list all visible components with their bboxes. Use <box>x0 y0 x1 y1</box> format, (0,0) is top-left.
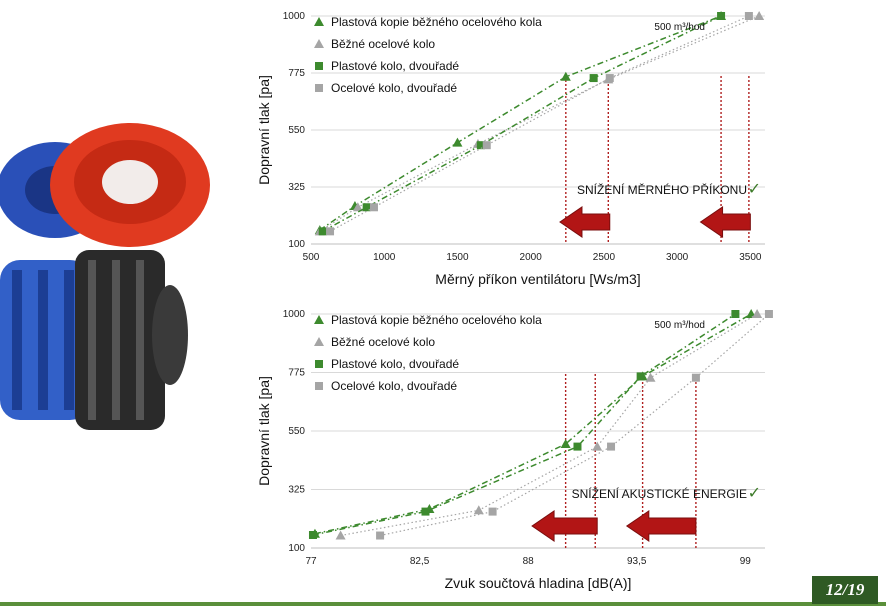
data-point <box>362 203 371 212</box>
data-point <box>560 71 571 81</box>
fan-wheels-photo <box>0 123 210 430</box>
y-tick-label: 100 <box>288 543 305 554</box>
legend-marker <box>314 17 324 26</box>
data-point <box>691 373 700 382</box>
page-number-badge: 12/19 <box>812 576 878 604</box>
legend-marker <box>314 39 324 48</box>
data-point <box>421 507 430 516</box>
data-point <box>645 372 656 382</box>
legend-label: Plastová kopie běžného ocelového kola <box>331 313 542 327</box>
flow-rate-note: 500 m³/hod <box>654 22 705 33</box>
reduction-arrow <box>559 206 611 238</box>
data-point <box>605 74 614 83</box>
y-axis-title: Dopravní tlak [pa] <box>256 75 272 185</box>
x-tick-label: 1000 <box>373 252 396 263</box>
x-tick-label: 93,5 <box>627 556 647 567</box>
legend-label: Plastové kolo, dvouřadé <box>331 59 459 73</box>
data-point <box>326 227 335 236</box>
data-point <box>335 530 346 540</box>
data-point <box>764 310 773 318</box>
x-axis-title: Měrný příkon ventilátoru [Ws/m3] <box>435 271 640 287</box>
y-tick-label: 775 <box>288 68 305 79</box>
x-tick-label: 3000 <box>666 252 689 263</box>
data-point <box>731 310 740 318</box>
x-tick-label: 2500 <box>593 252 616 263</box>
data-point <box>560 439 571 448</box>
y-tick-label: 325 <box>288 182 305 193</box>
x-tick-label: 77 <box>305 556 317 567</box>
x-tick-label: 2000 <box>520 252 543 263</box>
x-tick-label: 500 <box>303 252 320 263</box>
chart-power: 100 325 550 775 1000 500 1000 1500 2000 2500 3000 3… <box>256 11 765 287</box>
check-icon: ✓ <box>748 181 761 198</box>
legend-marker <box>315 84 323 92</box>
bottom-divider <box>0 602 886 606</box>
y-tick-label: 1000 <box>283 11 306 22</box>
y-tick-label: 775 <box>288 368 305 379</box>
legend-marker <box>315 62 323 70</box>
reduction-annotation: SNÍŽENÍ MĚRNÉHO PŘÍKONU <box>577 182 747 197</box>
y-tick-label: 550 <box>288 125 305 136</box>
data-point <box>369 203 378 212</box>
legend-marker <box>314 337 324 346</box>
series-line <box>379 313 770 537</box>
y-tick-label: 1000 <box>283 309 306 320</box>
x-tick-label: 1500 <box>446 252 469 263</box>
data-point <box>754 11 765 20</box>
data-point <box>318 227 327 236</box>
data-point <box>752 309 763 318</box>
data-point <box>352 202 363 212</box>
data-point <box>744 12 753 20</box>
y-axis-title: Dopravní tlak [pa] <box>256 376 272 486</box>
x-axis-title: Zvuk součtová hladina [dB(A)] <box>445 575 632 591</box>
x-tick-label: 82,5 <box>410 556 430 567</box>
y-tick-label: 325 <box>288 485 305 496</box>
legend-label: Ocelové kolo, dvouřadé <box>331 379 457 393</box>
legend-label: Běžné ocelové kolo <box>331 37 435 51</box>
x-tick-label: 99 <box>740 556 752 567</box>
legend-marker <box>314 315 324 324</box>
legend-label: Plastové kolo, dvouřadé <box>331 357 459 371</box>
reduction-arrow <box>699 206 751 238</box>
legend-label: Ocelové kolo, dvouřadé <box>331 81 457 95</box>
check-icon: ✓ <box>748 485 761 502</box>
data-point <box>636 372 645 381</box>
data-point <box>488 507 497 516</box>
legend-marker <box>315 360 323 368</box>
y-tick-label: 100 <box>288 239 305 250</box>
data-point <box>482 141 491 150</box>
reduction-arrow <box>531 510 598 542</box>
data-point <box>476 141 485 150</box>
data-point <box>573 442 582 451</box>
data-point <box>376 531 385 540</box>
data-point <box>592 441 603 451</box>
flow-rate-note: 500 m³/hod <box>654 320 705 331</box>
x-tick-label: 88 <box>523 556 535 567</box>
data-point <box>473 505 484 515</box>
y-tick-label: 550 <box>288 426 305 437</box>
data-point <box>308 531 317 539</box>
series-line <box>329 15 750 232</box>
chart-noise: 100 325 550 775 1000 77 82,5 88 93,5 99 Zvuk součt… <box>256 309 773 591</box>
x-tick-label: 3500 <box>739 252 762 263</box>
data-point <box>452 137 463 147</box>
legend-marker <box>315 382 323 390</box>
legend-label: Plastová kopie běžného ocelového kola <box>331 15 542 29</box>
reduction-arrow <box>625 510 697 542</box>
data-point <box>607 442 616 451</box>
legend-label: Běžné ocelové kolo <box>331 335 435 349</box>
data-point <box>589 74 598 83</box>
reduction-annotation: SNÍŽENÍ AKUSTICKÉ ENERGIE <box>572 486 747 501</box>
data-point <box>717 12 726 20</box>
